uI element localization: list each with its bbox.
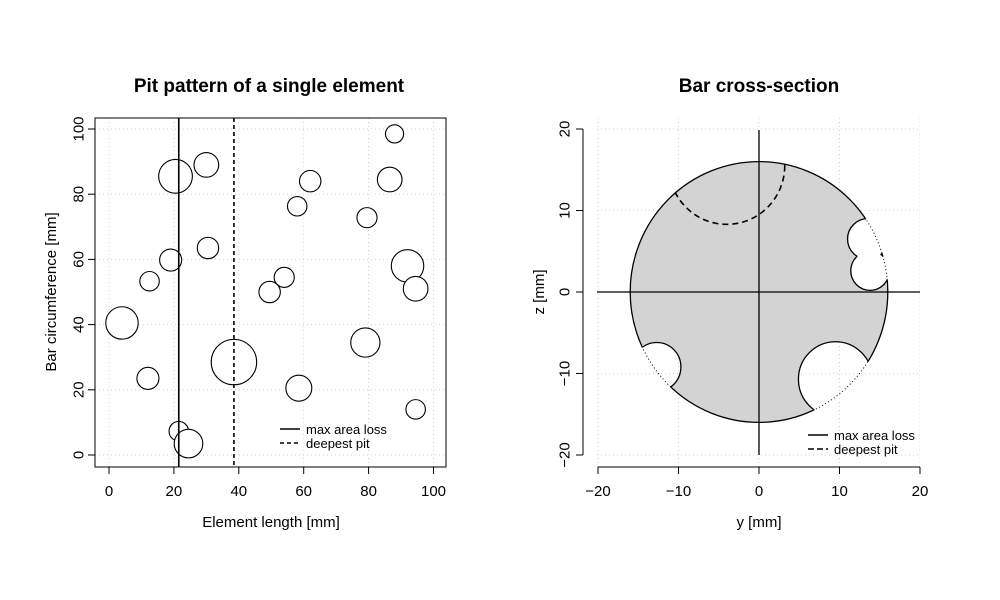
left-pit-15 xyxy=(356,207,378,229)
pit-2 xyxy=(631,341,682,393)
left-pit-13 xyxy=(298,169,322,193)
pit-0 xyxy=(846,217,889,261)
right-y-tick-label-4: 20 xyxy=(557,121,574,138)
right-y-tick-label-2: 0 xyxy=(557,288,574,296)
left-y-tick-label-3: 60 xyxy=(71,251,88,268)
left-legend-deepest-pit: deepest pit xyxy=(306,436,370,451)
left-x-axis-label: Element length [mm] xyxy=(202,514,340,531)
left-y-ticks: 0 20 40 60 80 100 xyxy=(71,116,95,459)
left-legend: max area loss deepest pit xyxy=(280,422,387,451)
left-y-tick-label-1: 20 xyxy=(71,381,88,398)
left-y-tick-label-2: 40 xyxy=(71,316,88,333)
left-pit-2 xyxy=(159,248,183,272)
right-legend: max area loss deepest pit xyxy=(808,428,915,457)
left-pit-18 xyxy=(384,124,405,144)
right-y-axis-label: z [mm] xyxy=(531,270,548,315)
right-x-axis-label: y [mm] xyxy=(737,514,782,531)
left-x-tick-label-4: 80 xyxy=(360,483,377,500)
left-pit-16 xyxy=(350,327,381,358)
left-pit-6 xyxy=(136,366,160,390)
left-pit-20 xyxy=(402,275,429,302)
left-pit-8 xyxy=(173,428,204,459)
left-y-tick-label-0: 0 xyxy=(71,451,88,459)
left-pits xyxy=(105,124,429,459)
left-y-tick-label-4: 80 xyxy=(71,186,88,203)
pit-3 xyxy=(797,341,874,418)
left-chart-title: Pit pattern of a single element xyxy=(134,76,405,97)
left-x-tick-label-3: 60 xyxy=(295,483,312,500)
left-plot-frame xyxy=(94,117,447,468)
left-y-tick-label-5: 100 xyxy=(71,116,88,141)
left-pit-17 xyxy=(376,166,403,193)
right-cross-section xyxy=(597,118,920,467)
left-panel: Pit pattern of a single element 0 20 40 60 8… xyxy=(43,76,447,531)
right-y-tick-label-0: −20 xyxy=(557,442,574,467)
pit-1-group xyxy=(850,250,891,292)
right-chart-title: Bar cross-section xyxy=(679,76,840,97)
pit-3-group xyxy=(797,341,874,418)
left-pit-11 xyxy=(273,266,295,288)
left-y-axis-label: Bar circumference [mm] xyxy=(43,212,60,371)
left-x-tick-label-1: 20 xyxy=(166,483,183,500)
left-pit-10 xyxy=(258,280,281,304)
left-x-tick-label-2: 40 xyxy=(230,483,247,500)
right-x-tick-label-2: 0 xyxy=(755,483,763,500)
right-x-tick-label-3: 10 xyxy=(831,483,848,500)
left-pit-21 xyxy=(405,399,426,420)
right-y-ticks: −20 −10 0 10 20 xyxy=(557,121,584,468)
right-x-tick-label-4: 20 xyxy=(912,483,929,500)
right-legend-deepest-pit: deepest pit xyxy=(834,442,898,457)
left-pit-14 xyxy=(285,374,313,402)
left-pit-5 xyxy=(105,306,139,340)
deepest-pit-arc xyxy=(668,118,786,226)
right-x-ticks: −20 −10 0 10 20 xyxy=(585,466,929,500)
left-pit-3 xyxy=(196,236,220,260)
right-x-tick-label-0: −20 xyxy=(585,483,610,500)
right-x-tick-label-1: −10 xyxy=(666,483,691,500)
left-pit-4 xyxy=(139,270,160,292)
right-legend-max-area-loss: max area loss xyxy=(834,428,915,443)
left-pit-12 xyxy=(286,195,308,217)
left-x-tick-label-5: 100 xyxy=(421,483,446,500)
pit-2-group xyxy=(631,341,682,393)
right-panel: Bar cross-section −20 −10 0 10 20 −20 −10 0 10 2… xyxy=(531,76,928,531)
left-legend-max-area-loss: max area loss xyxy=(306,422,387,437)
pit-0-group xyxy=(846,217,889,261)
pit-1 xyxy=(850,250,891,292)
right-y-tick-label-1: −10 xyxy=(557,361,574,386)
left-vlines xyxy=(177,118,235,467)
left-pit-0 xyxy=(158,158,193,194)
left-x-tick-label-0: 0 xyxy=(105,483,113,500)
left-pit-1 xyxy=(193,151,220,178)
left-x-ticks: 0 20 40 60 80 100 xyxy=(105,467,446,500)
right-y-tick-label-3: 10 xyxy=(557,202,574,219)
pit-arcs xyxy=(631,217,891,418)
